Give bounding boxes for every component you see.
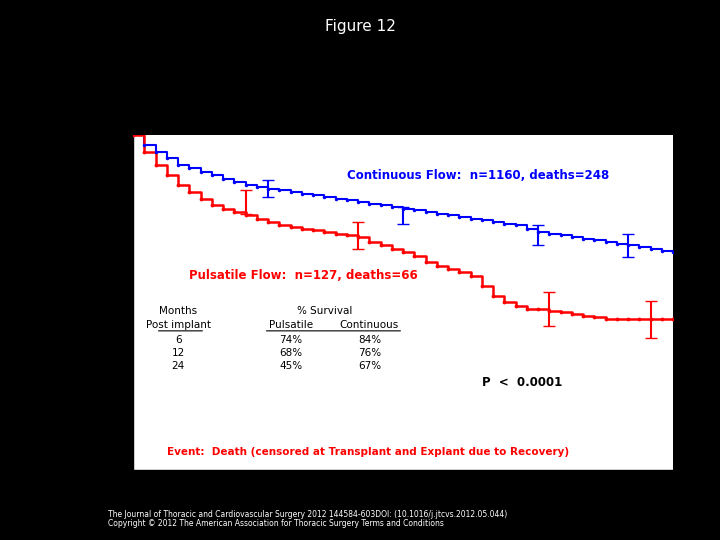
Text: Continuous: Continuous — [340, 320, 399, 329]
Text: 68%: 68% — [279, 348, 302, 358]
Text: LVAD* Destination Therapy, n=1287: LVAD* Destination Therapy, n=1287 — [176, 118, 444, 131]
Text: Event:  Death (censored at Transplant and Explant due to Recovery): Event: Death (censored at Transplant and… — [167, 447, 569, 457]
Text: Pulsatile Flow:  n=127, deaths=66: Pulsatile Flow: n=127, deaths=66 — [189, 269, 418, 282]
Y-axis label: % Survival: % Survival — [86, 269, 99, 336]
Text: Figure 12: Figure 12 — [325, 19, 395, 34]
Text: Copyright © 2012 The American Association for Thoracic Surgery Terms and Conditi: Copyright © 2012 The American Associatio… — [108, 519, 444, 529]
Text: 74%: 74% — [279, 335, 302, 345]
Text: Continuous Flow:  n=1160, deaths=248: Continuous Flow: n=1160, deaths=248 — [347, 168, 609, 181]
Text: 67%: 67% — [358, 361, 381, 372]
Text: P  <  0.0001: P < 0.0001 — [482, 376, 562, 389]
Text: 6: 6 — [175, 335, 181, 345]
Text: 45%: 45% — [279, 361, 302, 372]
Text: 24: 24 — [171, 361, 185, 372]
Text: 84%: 84% — [358, 335, 381, 345]
Text: Months: Months — [159, 306, 197, 316]
Text: % Survival: % Survival — [297, 306, 352, 316]
Text: Post implant: Post implant — [145, 320, 211, 329]
X-axis label: Months Post Implant: Months Post Implant — [340, 495, 467, 508]
Text: Pulsatile: Pulsatile — [269, 320, 312, 329]
Text: 76%: 76% — [358, 348, 381, 358]
Text: 12: 12 — [171, 348, 185, 358]
Text: The Journal of Thoracic and Cardiovascular Surgery 2012 144584-603DOI: (10.1016/: The Journal of Thoracic and Cardiovascul… — [108, 510, 508, 519]
